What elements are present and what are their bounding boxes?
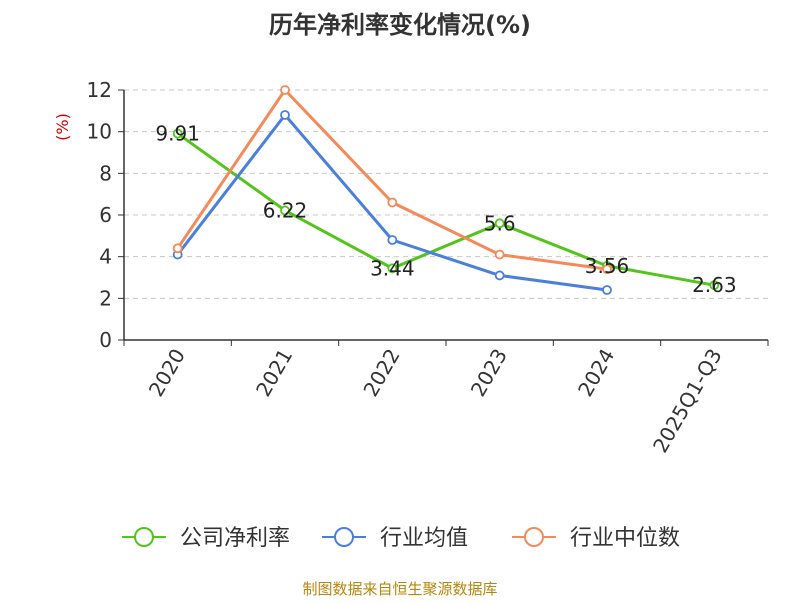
series-line [176,132,715,287]
x-tick-label: 2022 [358,345,404,401]
y-tick-label: 10 [87,120,112,144]
y-tick-label: 0 [99,328,112,352]
data-point [387,235,398,245]
data-label: 6.22 [263,198,308,222]
data-point [709,280,720,291]
data-point [387,263,398,274]
data-label: 2.63 [692,273,737,297]
chart-title: 历年净利率变化情况(%) [269,11,531,39]
source-note: 制图数据来自恒生聚源数据库 [302,580,497,598]
data-point [602,285,612,295]
data-point [494,270,505,281]
legend: 公司净利率 行业均值 行业中位数 [122,526,680,551]
x-tick-label: 2021 [251,345,297,401]
y-tick-label: 12 [87,78,112,102]
legend-swatch-marker [334,527,354,547]
x-tick-label: 2025Q1-Q3 [648,345,727,457]
label-layer: 9.91 6.22 3.44 5.6 3.56 2.63 [155,122,736,298]
data-point [280,205,290,216]
y-tick-label: 6 [99,203,112,227]
grid-layer [124,89,768,299]
data-point [494,218,505,229]
data-point [280,110,290,120]
data-label: 5.6 [484,211,516,235]
data-point [172,128,183,139]
legend-label: 公司净利率 [180,526,290,551]
series-layer [172,85,720,295]
legend-label: 行业均值 [380,526,468,551]
data-point [494,249,505,260]
y-tick-label: 8 [99,161,112,185]
legend-swatch-marker [134,527,154,547]
y-axis-label: (%) [53,113,72,141]
data-point [172,243,183,254]
legend-swatch-marker [524,527,544,547]
data-label: 3.44 [370,256,415,280]
legend-label: 行业中位数 [570,526,680,551]
legend-item: 公司净利率 [122,526,290,551]
legend-item: 行业中位数 [512,526,680,551]
data-point [280,85,290,95]
y-tick-label: 2 [99,286,112,310]
data-point [602,264,612,275]
x-tick-label: 2020 [144,345,190,401]
x-tick-label: 2023 [466,345,512,401]
x-tick-label: 2024 [573,345,619,401]
legend-item: 行业均值 [322,526,468,551]
data-point [387,197,398,208]
data-label: 3.56 [585,254,630,278]
y-tick-label: 4 [99,245,112,269]
data-label: 9.91 [155,122,200,146]
